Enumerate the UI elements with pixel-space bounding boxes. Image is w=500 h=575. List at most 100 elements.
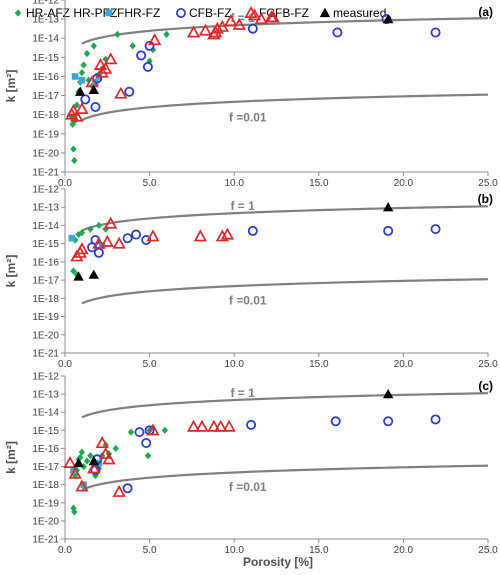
y-tick-label: 1E-19: [32, 312, 59, 323]
data-point-hr: [161, 426, 169, 434]
data-point-fcfb: [224, 14, 238, 27]
y-tick-label: 1E-12: [32, 0, 59, 7]
data-point-fcfb: [210, 21, 224, 34]
data-point-hr: [69, 120, 76, 128]
data-point-hr: [95, 221, 103, 230]
legend-marker-cfb: [175, 7, 186, 18]
data-point-hr: [80, 61, 87, 69]
y-tick-label: 1E-12: [32, 185, 59, 196]
y-tick-label: 1E-21: [32, 168, 59, 179]
data-point-hr: [163, 30, 170, 38]
data-point-fcfb: [112, 236, 126, 249]
data-point-hr: [78, 69, 86, 77]
data-point-hr: [70, 504, 77, 512]
x-tick-label: 10.0: [224, 178, 244, 189]
y-tick-label: 1E-16: [32, 444, 59, 455]
data-point-fcfb: [148, 33, 162, 46]
y-tick-label: 1E-20: [32, 330, 59, 341]
curve-f001: [81, 278, 489, 305]
data-point-fcfb: [232, 17, 246, 30]
x-tick-label: 5.0: [143, 178, 157, 189]
data-point-fcfb: [95, 436, 109, 449]
y-tick-label: 1E-14: [32, 408, 59, 419]
data-point-fcfb: [70, 249, 84, 262]
data-point-fcfb: [87, 461, 101, 474]
data-point-cfb: [124, 86, 135, 97]
x-tick-label: 25.0: [478, 359, 498, 370]
data-point-hr: [71, 472, 79, 480]
x-tick-label: 10.0: [224, 359, 244, 370]
data-point-cfb: [144, 40, 155, 51]
data-point-hr: [73, 101, 81, 109]
y-tick-label: 1E-13: [32, 203, 59, 214]
data-point-hr: [70, 267, 77, 275]
data-point-fcfb: [146, 229, 160, 242]
x-tick-label: 0.0: [58, 545, 72, 556]
data-point-fcfb: [254, 12, 268, 25]
data-point-fcfb: [215, 19, 230, 32]
data-point-cfb: [136, 50, 147, 61]
curve-label-f001: f =0.01: [229, 480, 267, 494]
y-tick-label: 1E-14: [32, 221, 59, 232]
x-tick-label: 15.0: [309, 178, 329, 189]
legend-marker-fhr: [105, 9, 113, 17]
x-tick-label: 15.0: [309, 359, 329, 370]
legend: HR-AFZ HR-PFZ FHR-FZ CFB-FZ FCFB-FZ measured: [14, 6, 386, 20]
y-tick-label: 1E-21: [32, 349, 59, 360]
data-point-hr: [149, 46, 157, 54]
data-point-cfb: [383, 225, 394, 236]
panel-label: (a): [478, 5, 493, 19]
curve-f1: [81, 392, 489, 419]
data-point-meas: [382, 13, 394, 24]
y-axis-label: k [m²]: [4, 441, 18, 474]
data-point-fhr: [78, 76, 86, 84]
curve-f1: [81, 17, 489, 45]
data-point-meas: [75, 86, 86, 96]
data-point-fcfb: [102, 452, 116, 465]
data-point-hr: [78, 229, 86, 237]
y-tick-label: 1E-20: [32, 516, 59, 527]
x-tick-label: 20.0: [394, 545, 414, 556]
data-point-hr: [90, 42, 97, 50]
data-point-hr: [129, 42, 136, 50]
curve-label-f001: f =0.01: [229, 110, 267, 124]
data-point-meas: [382, 202, 394, 212]
data-point-fcfb: [68, 466, 82, 479]
data-point-cfb: [430, 27, 441, 38]
data-point-hr: [87, 452, 94, 460]
data-point-hr: [70, 145, 77, 153]
data-point-fcfb: [63, 455, 77, 468]
y-tick-label: 1E-17: [32, 91, 59, 102]
data-point-hr: [112, 444, 119, 453]
data-point-cfb: [122, 233, 133, 244]
data-point-hr: [144, 452, 152, 460]
data-point-fcfb: [220, 227, 235, 240]
data-point-cfb: [383, 416, 394, 427]
y-tick-label: 1E-15: [32, 239, 59, 250]
x-tick-label: 20.0: [394, 178, 414, 189]
y-tick-label: 1E-18: [32, 110, 59, 121]
data-point-fcfb: [146, 423, 160, 436]
data-point-fcfb: [214, 419, 228, 432]
data-point-hr: [127, 428, 135, 436]
legend-label-fhr: FHR-FZ: [117, 6, 160, 20]
legend-marker-meas: [319, 7, 331, 18]
data-point-fcfb: [70, 109, 84, 122]
y-tick-label: 1E-12: [32, 372, 59, 383]
curve-f001: [81, 93, 489, 121]
data-point-fcfb: [66, 103, 81, 116]
y-tick-label: 1E-20: [32, 148, 59, 159]
data-point-fcfb: [222, 419, 236, 432]
data-point-cfb: [90, 102, 101, 113]
data-point-meas: [73, 271, 84, 281]
legend-label-cfb: CFB-FZ: [189, 6, 232, 20]
x-axis-label: Porosity [%]: [243, 555, 313, 569]
legend-entry-meas: measured: [319, 6, 386, 20]
x-tick-label: 20.0: [394, 359, 414, 370]
data-point-cfb: [131, 229, 142, 240]
data-point-fcfb: [75, 101, 89, 114]
panel-label: (c): [478, 379, 493, 393]
x-tick-label: 5.0: [143, 359, 157, 370]
data-point-fcfb: [104, 52, 118, 65]
